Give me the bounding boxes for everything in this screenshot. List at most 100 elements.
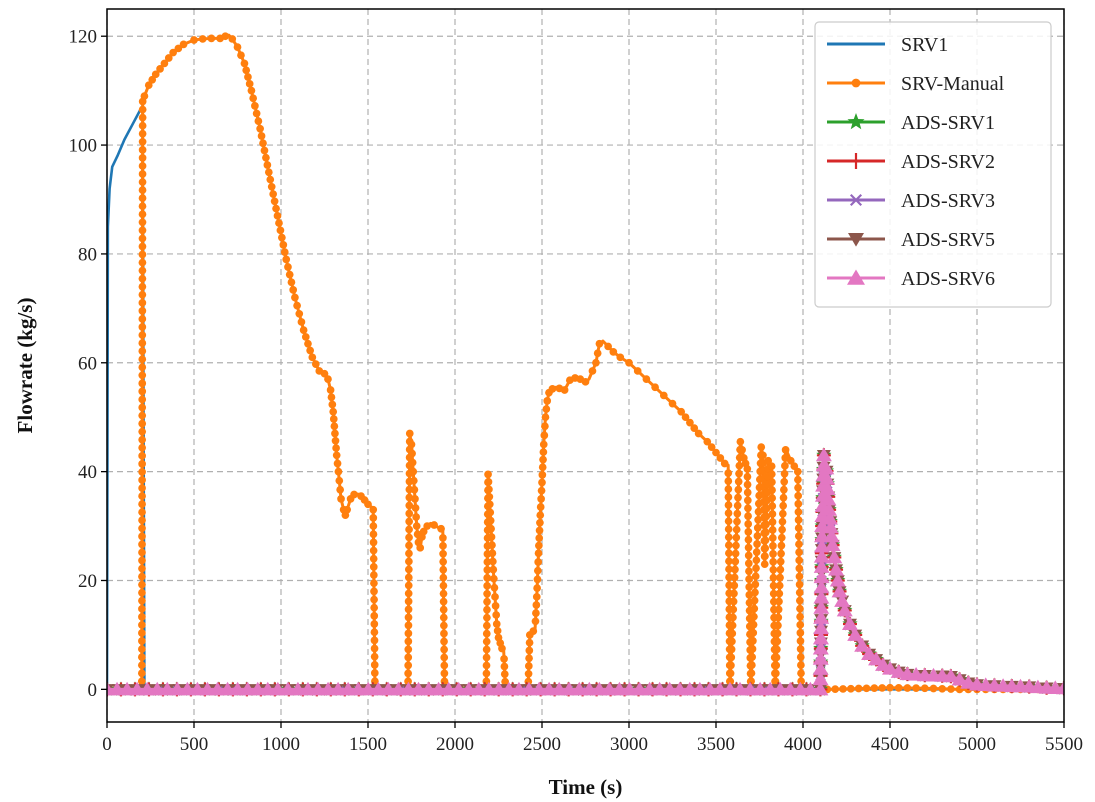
- data-point: [744, 551, 753, 560]
- data-point: [276, 226, 285, 235]
- data-point: [263, 161, 272, 169]
- data-point: [487, 524, 495, 533]
- data-point: [370, 587, 378, 596]
- data-point: [138, 307, 147, 315]
- data-point: [742, 681, 759, 696]
- series-ads-srv5: [107, 450, 1064, 696]
- data-point: [370, 579, 378, 588]
- series-layer: [107, 32, 1064, 697]
- data-point: [531, 681, 548, 696]
- data-point: [947, 685, 955, 693]
- data-point: [769, 550, 777, 558]
- data-point: [795, 596, 804, 605]
- data-point: [439, 565, 448, 574]
- x-tick-label: 4000: [784, 734, 822, 755]
- data-point: [824, 537, 841, 552]
- data-point: [691, 681, 708, 696]
- x-tick-label: 3500: [697, 734, 735, 755]
- data-point: [138, 298, 147, 307]
- series-line-ads-srv3: [107, 453, 1064, 691]
- legend-item-ads-srv3: ADS-SRV3: [827, 190, 995, 212]
- legend-marker: [847, 113, 865, 130]
- data-point: [794, 532, 803, 540]
- data-point: [335, 476, 344, 485]
- data-point: [821, 510, 838, 525]
- data-point: [370, 661, 379, 669]
- data-point: [405, 429, 414, 438]
- data-point: [775, 589, 784, 598]
- data-point: [483, 589, 491, 598]
- data-point: [439, 541, 447, 550]
- data-point: [812, 661, 829, 675]
- data-point: [485, 492, 494, 501]
- data-point: [541, 681, 558, 696]
- data-point: [340, 681, 357, 696]
- data-point: [524, 669, 533, 678]
- data-point: [818, 460, 835, 475]
- data-point: [651, 383, 659, 392]
- data-point: [411, 504, 420, 512]
- data-point: [439, 589, 448, 598]
- data-point: [259, 139, 267, 148]
- data-point: [500, 681, 517, 696]
- data-point: [440, 637, 448, 646]
- data-point: [777, 541, 786, 550]
- data-point: [138, 202, 147, 211]
- data-point: [329, 407, 338, 416]
- data-point: [774, 605, 783, 614]
- data-point: [839, 685, 847, 693]
- data-point: [138, 121, 147, 130]
- data-point: [796, 629, 805, 637]
- data-point: [330, 681, 347, 696]
- data-point: [903, 684, 912, 692]
- data-point: [239, 681, 256, 696]
- plot-frame: [106, 8, 1065, 723]
- data-point: [749, 637, 757, 645]
- data-point: [138, 347, 147, 355]
- data-point: [724, 541, 733, 550]
- data-point: [721, 681, 738, 696]
- data-point: [480, 681, 497, 696]
- data-point: [138, 315, 147, 323]
- data-point: [813, 559, 830, 573]
- data-point: [169, 48, 177, 57]
- data-point: [260, 146, 269, 155]
- data-point: [407, 440, 416, 449]
- data-point: [510, 681, 527, 696]
- data-point: [1056, 680, 1064, 695]
- data-point: [743, 465, 752, 473]
- data-point: [486, 508, 495, 517]
- data-point: [486, 516, 495, 525]
- data-point: [820, 491, 837, 506]
- data-point: [138, 613, 146, 621]
- data-point: [744, 520, 753, 528]
- data-point: [748, 653, 757, 661]
- data-point: [360, 681, 377, 696]
- data-point: [137, 677, 146, 686]
- data-point: [369, 563, 378, 571]
- data-point: [732, 533, 741, 542]
- data-point: [138, 524, 146, 533]
- data-point: [731, 557, 740, 566]
- data-point: [725, 573, 733, 582]
- data-point: [878, 684, 887, 692]
- data-point: [297, 318, 306, 326]
- data-point: [138, 387, 147, 396]
- data-point: [938, 684, 947, 693]
- data-point: [247, 86, 256, 95]
- data-point: [430, 521, 438, 529]
- data-point: [138, 540, 146, 549]
- data-point: [483, 597, 491, 606]
- data-point: [370, 612, 379, 620]
- data-point: [819, 481, 836, 496]
- data-point: [439, 597, 448, 606]
- data-point: [404, 613, 413, 622]
- data-point: [138, 572, 146, 581]
- data-point: [390, 681, 407, 696]
- data-point: [752, 564, 760, 573]
- data-point: [326, 386, 335, 394]
- data-point: [138, 105, 147, 114]
- data-point: [538, 463, 547, 472]
- data-point: [778, 525, 786, 534]
